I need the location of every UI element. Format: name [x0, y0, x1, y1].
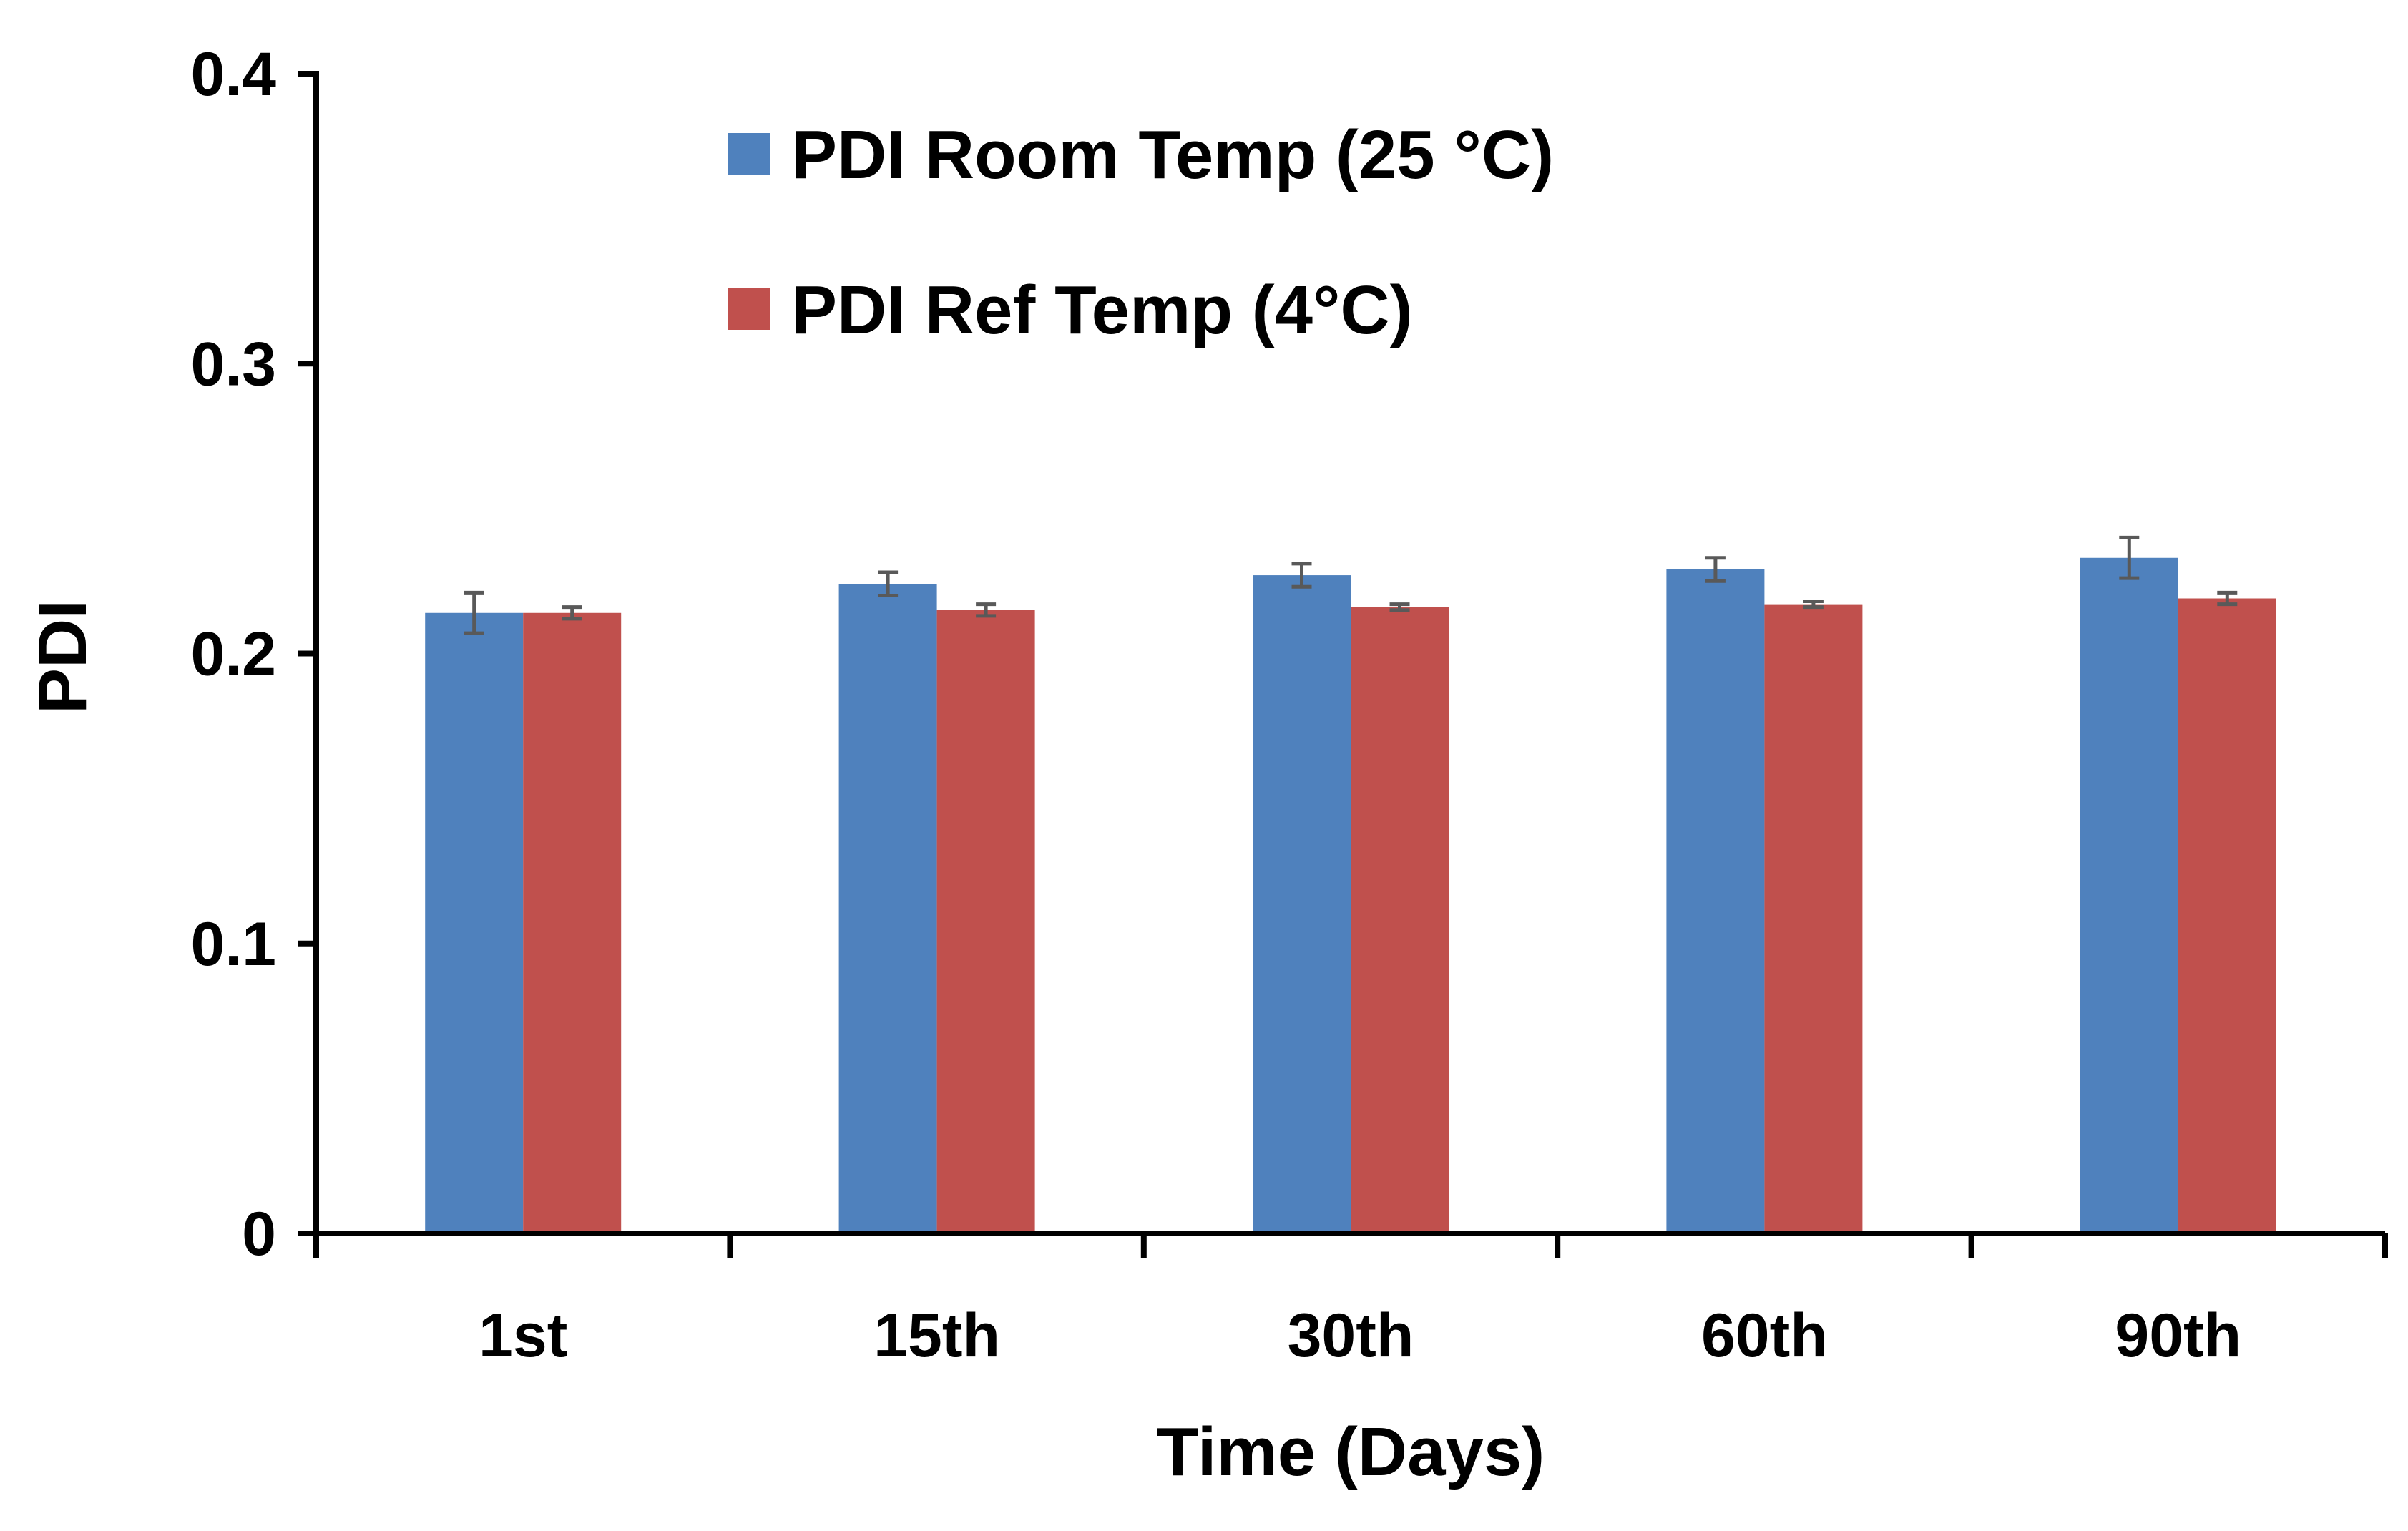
- legend-entry-ref-temp: PDI Ref Temp (4°C): [728, 272, 1413, 348]
- error-bar-ref-temp-15th: [976, 602, 997, 618]
- bar-ref-temp-15th: [936, 610, 1035, 1233]
- y-tick-label: 0.3: [190, 330, 276, 398]
- bars-layer: [425, 557, 2276, 1233]
- y-tick-label: 0.4: [190, 40, 276, 109]
- x-ticks: 1st 15th 30th 60th 90th: [313, 1233, 2388, 1370]
- y-ticks: 0 0.1 0.2 0.3 0.4: [190, 40, 316, 1268]
- bar-ref-temp-90th: [2178, 598, 2276, 1233]
- error-bar-room-temp-1st: [464, 590, 484, 635]
- x-tick-label: 30th: [1288, 1301, 1414, 1370]
- bar-room-temp-90th: [2080, 557, 2178, 1233]
- bar-ref-temp-1st: [523, 612, 622, 1233]
- error-bar-ref-temp-30th: [1389, 602, 1410, 612]
- error-bar-ref-temp-60th: [1803, 600, 1824, 610]
- y-tick-label: 0.1: [190, 910, 276, 979]
- bar-ref-temp-60th: [1764, 604, 1863, 1233]
- error-bars-layer: [464, 535, 2238, 635]
- bar-room-temp-1st: [425, 612, 524, 1233]
- error-bar-room-temp-15th: [878, 570, 899, 597]
- x-axis-title: Time (Days): [1157, 1414, 1545, 1490]
- error-bar-ref-temp-1st: [562, 605, 582, 621]
- legend-label: PDI Ref Temp (4°C): [791, 272, 1413, 348]
- y-axis-title: PDI: [24, 600, 101, 714]
- legend-label: PDI Room Temp (25 °C): [791, 117, 1554, 193]
- bar-room-temp-60th: [1666, 569, 1765, 1233]
- x-tick-label: 90th: [2115, 1301, 2241, 1370]
- bar-room-temp-30th: [1253, 575, 1351, 1233]
- error-bar-room-temp-30th: [1291, 562, 1312, 589]
- legend-swatch: [728, 288, 770, 330]
- legend-swatch: [728, 133, 770, 175]
- x-tick-label: 60th: [1701, 1301, 1828, 1370]
- bar-ref-temp-30th: [1351, 607, 1449, 1233]
- bar-room-temp-15th: [838, 584, 937, 1233]
- x-tick-label: 1st: [479, 1301, 567, 1370]
- error-bar-room-temp-90th: [2119, 535, 2140, 580]
- y-tick-label: 0: [242, 1200, 276, 1268]
- legend-entry-room-temp: PDI Room Temp (25 °C): [728, 117, 1554, 193]
- x-tick-label: 15th: [873, 1301, 1000, 1370]
- error-bar-room-temp-60th: [1705, 556, 1726, 583]
- y-tick-label: 0.2: [190, 620, 276, 689]
- error-bar-ref-temp-90th: [2217, 590, 2238, 607]
- legend: PDI Room Temp (25 °C) PDI Ref Temp (4°C): [728, 117, 1554, 348]
